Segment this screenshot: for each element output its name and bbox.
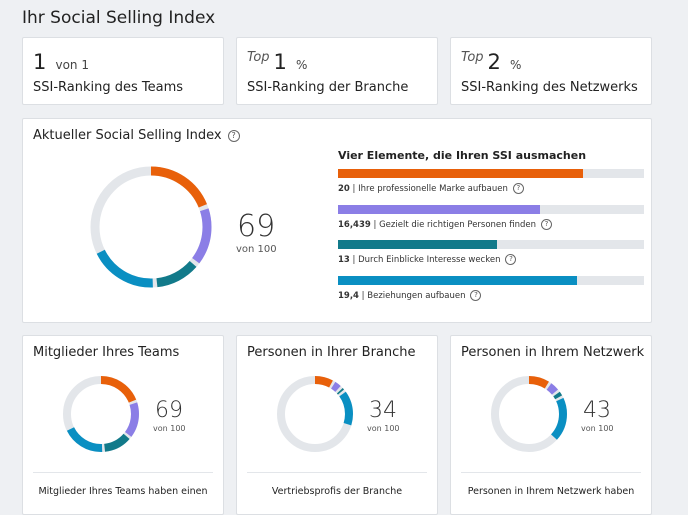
- help-icon[interactable]: ?: [470, 290, 482, 301]
- industry-ranking-card: Top 1 % SSI-Ranking der Branche: [236, 37, 438, 105]
- network-ranking-label: SSI-Ranking des Netzwerks: [461, 80, 638, 95]
- industry-ranking-suffix: %: [296, 58, 308, 72]
- team-ranking-value: 1: [33, 50, 47, 74]
- team-ranking-value-group: 1 von 1: [33, 50, 89, 74]
- network-people-score-of: von 100: [581, 424, 614, 433]
- element-bar: [338, 276, 644, 285]
- help-icon[interactable]: ?: [505, 254, 517, 265]
- network-people-score: 43: [583, 398, 611, 423]
- network-ranking-card: Top 2 % SSI-Ranking des Netzwerks: [450, 37, 652, 105]
- help-icon[interactable]: ?: [512, 183, 524, 194]
- industry-people-donut: [274, 373, 356, 459]
- element-label: 16,439 | Gezielt die richtigen Personen …: [338, 219, 644, 230]
- donut-segment: [90, 166, 212, 288]
- element-text: Beziehungen aufbauen: [367, 291, 466, 301]
- element-bar-fill: [338, 205, 540, 214]
- help-icon[interactable]: ?: [227, 129, 240, 142]
- team-ranking-suffix: von 1: [55, 58, 89, 72]
- industry-ranking-prefix: Top: [247, 50, 270, 65]
- team-members-card: Mitglieder Ihres Teams 69 von 100 Mitgli…: [22, 335, 224, 515]
- element-text: Durch Einblicke Interesse wecken: [358, 255, 501, 265]
- element-bar-fill: [338, 240, 498, 249]
- divider: [33, 472, 213, 473]
- elements-title: Vier Elemente, die Ihren SSI ausmachen: [338, 149, 587, 162]
- industry-people-text: Vertriebsprofis der Branche: [271, 486, 403, 497]
- ssi-title-row: Aktueller Social Selling Index?: [33, 128, 240, 143]
- page-title: Ihr Social Selling Index: [22, 8, 216, 28]
- team-ranking-card: 1 von 1 SSI-Ranking des Teams: [22, 37, 224, 105]
- element-value: 19,4: [338, 291, 359, 301]
- team-members-title: Mitglieder Ihres Teams: [33, 345, 180, 360]
- network-people-title: Personen in Ihrem Netzwerk: [461, 345, 645, 360]
- team-members-score-of: von 100: [153, 424, 186, 433]
- network-ranking-value: 2: [487, 50, 501, 74]
- element-text: Ihre professionelle Marke aufbauen: [358, 184, 508, 194]
- industry-ranking-label: SSI-Ranking der Branche: [247, 80, 409, 95]
- element-bar-fill: [338, 276, 577, 285]
- donut-segment: [90, 166, 212, 288]
- donut-segment: [277, 376, 353, 452]
- element-value: 20: [338, 184, 350, 194]
- donut-segment: [90, 166, 212, 288]
- donut-segment: [63, 376, 139, 452]
- team-ranking-label: SSI-Ranking des Teams: [33, 80, 184, 95]
- network-ranking-value-group: Top 2 %: [461, 50, 521, 74]
- element-row-people: 16,439 | Gezielt die richtigen Personen …: [338, 205, 644, 230]
- element-bar: [338, 205, 644, 214]
- element-label: 13 | Durch Einblicke Interesse wecken?: [338, 254, 644, 265]
- team-members-score: 69: [155, 398, 183, 423]
- industry-ranking-value-group: Top 1 %: [247, 50, 307, 74]
- ssi-donut: [87, 163, 215, 295]
- network-people-card: Personen in Ihrem Netzwerk 43 von 100 Pe…: [450, 335, 652, 515]
- element-text: Gezielt die richtigen Personen finden: [379, 220, 537, 230]
- network-ranking-prefix: Top: [461, 50, 484, 65]
- industry-people-title: Personen in Ihrer Branche: [247, 345, 416, 360]
- donut-segment: [491, 376, 567, 452]
- team-members-donut: [60, 373, 142, 459]
- donut-track: [277, 376, 353, 452]
- ssi-score-of: von 100: [236, 244, 277, 255]
- industry-ranking-value: 1: [273, 50, 287, 74]
- element-label: 19,4 | Beziehungen aufbauen?: [338, 290, 644, 301]
- industry-people-score: 34: [369, 398, 397, 423]
- network-people-text: Personen in Ihrem Netzwerk haben: [467, 486, 635, 497]
- industry-people-card: Personen in Ihrer Branche 34 von 100 Ver…: [236, 335, 438, 515]
- donut-segment: [277, 376, 353, 452]
- donut-segment: [63, 376, 139, 452]
- help-icon[interactable]: ?: [541, 219, 553, 230]
- element-row-insights: 13 | Durch Einblicke Interesse wecken?: [338, 240, 644, 265]
- donut-segment: [491, 376, 567, 452]
- network-people-donut: [488, 373, 570, 459]
- divider: [461, 472, 641, 473]
- element-row-brand: 20 | Ihre professionelle Marke aufbauen?: [338, 169, 644, 194]
- ssi-title: Aktueller Social Selling Index: [33, 128, 222, 143]
- element-bar-fill: [338, 169, 583, 178]
- divider: [247, 472, 427, 473]
- element-value: 16,439: [338, 220, 371, 230]
- donut-segment: [63, 376, 139, 452]
- element-bar: [338, 169, 644, 178]
- element-bar: [338, 240, 644, 249]
- team-members-text: Mitglieder Ihres Teams haben einen: [38, 486, 208, 497]
- element-value: 13: [338, 255, 350, 265]
- industry-people-score-of: von 100: [367, 424, 400, 433]
- ssi-score: 69: [237, 209, 276, 244]
- current-ssi-card: Aktueller Social Selling Index? 69 von 1…: [22, 118, 652, 323]
- element-row-relationships: 19,4 | Beziehungen aufbauen?: [338, 276, 644, 301]
- element-label: 20 | Ihre professionelle Marke aufbauen?: [338, 183, 644, 194]
- network-ranking-suffix: %: [510, 58, 522, 72]
